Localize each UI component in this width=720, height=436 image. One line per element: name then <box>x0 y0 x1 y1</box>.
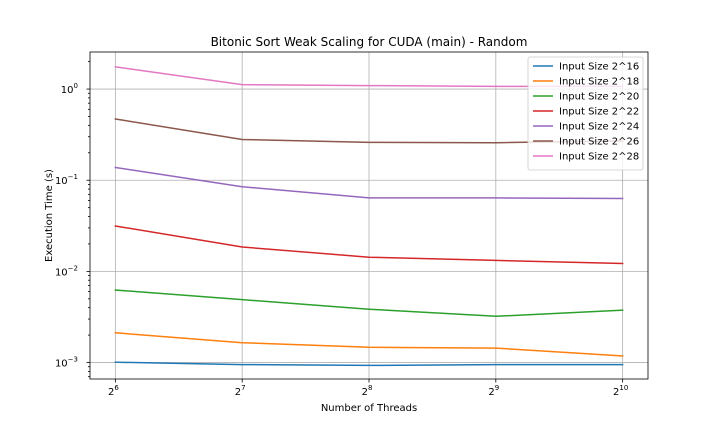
y-tick-label: 10−3 <box>55 356 78 370</box>
x-tick-label: 26 <box>108 384 119 398</box>
x-tick-label-exponent: 9 <box>495 384 499 392</box>
legend-label: Input Size 2^28 <box>559 152 639 163</box>
legend-label: Input Size 2^18 <box>559 77 639 88</box>
series-line-0 <box>114 361 624 367</box>
series-line-3 <box>114 225 624 265</box>
y-tick-label-exponent: −1 <box>68 173 78 181</box>
legend-label: Input Size 2^16 <box>559 62 639 73</box>
y-tick-label-base: 10 <box>55 359 68 370</box>
legend-label: Input Size 2^22 <box>559 107 639 118</box>
x-tick-label-exponent: 8 <box>368 384 372 392</box>
legend-box <box>527 56 644 171</box>
x-tick-label-base: 2 <box>108 387 114 398</box>
x-tick-label: 27 <box>235 384 246 398</box>
y-tick-label-base: 10 <box>55 267 68 278</box>
y-tick-label: 10−2 <box>55 264 78 278</box>
y-tick-label: 100 <box>61 82 78 96</box>
legend-label: Input Size 2^24 <box>559 122 639 133</box>
x-tick-label: 210 <box>613 384 628 398</box>
x-axis-label: Number of Threads <box>321 403 417 414</box>
y-tick-label: 10−1 <box>55 173 78 187</box>
y-tick-label-base: 10 <box>55 176 68 187</box>
legend: Input Size 2^16 Input Size 2^18 Input Size… <box>527 56 644 171</box>
y-tick-label-exponent: 0 <box>74 82 78 90</box>
x-tick-label-exponent: 6 <box>114 384 119 392</box>
legend-label: Input Size 2^20 <box>559 92 639 103</box>
chart-title: Bitonic Sort Weak Scaling for CUDA (main… <box>211 35 528 49</box>
x-tick-label-base: 2 <box>362 387 368 398</box>
x-axis-ticks: 26 27 28 29 210 <box>108 379 628 398</box>
x-tick-label-base: 2 <box>488 387 494 398</box>
series-line-1 <box>114 331 624 357</box>
x-tick-label-base: 2 <box>613 387 619 398</box>
legend-label: Input Size 2^26 <box>559 137 639 148</box>
series-lines <box>114 66 624 367</box>
series-line-4 <box>114 166 624 200</box>
y-tick-label-base: 10 <box>61 85 74 96</box>
x-tick-label: 28 <box>362 384 373 398</box>
y-tick-label-exponent: −2 <box>68 264 78 272</box>
x-tick-label-exponent: 7 <box>241 384 245 392</box>
x-tick-label-exponent: 10 <box>619 384 628 392</box>
y-tick-label-exponent: −3 <box>68 356 78 364</box>
x-tick-label-base: 2 <box>235 387 241 398</box>
x-tick-label: 29 <box>488 384 499 398</box>
y-axis-label: Execution Time (s) <box>44 169 55 262</box>
series-line-2 <box>114 289 624 318</box>
